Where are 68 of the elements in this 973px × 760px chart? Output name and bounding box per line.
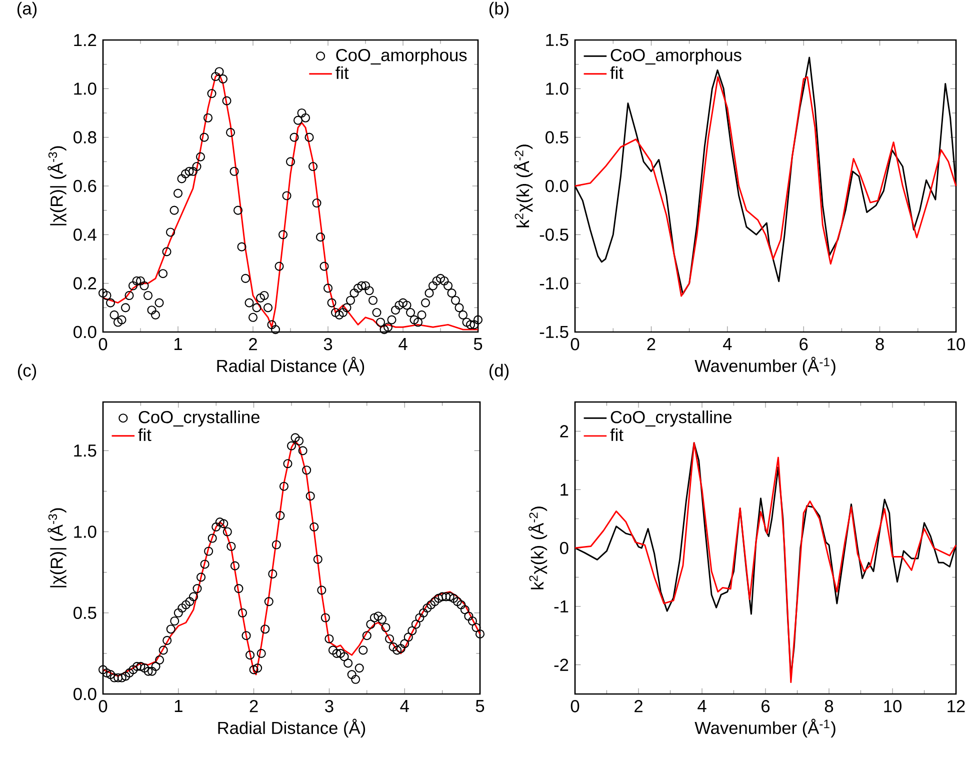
chart-title: (b) xyxy=(489,2,509,18)
x-tick-label: 1 xyxy=(174,700,182,712)
y-tick-label: 0.8 xyxy=(74,131,96,144)
y-tick-label: -2 xyxy=(554,658,568,671)
y-axis-title: k$^{2}$χ(k) (Å$^{-2}$) xyxy=(514,144,533,228)
y-tick-label: 1.0 xyxy=(74,526,96,538)
legend-label: CoO_crystalline xyxy=(138,410,260,427)
y-tick-label: 1.0 xyxy=(74,82,96,95)
x-tick-label: 0 xyxy=(570,700,580,712)
x-tick-label: 4 xyxy=(400,700,409,712)
x-tick-label: 2 xyxy=(250,700,258,712)
legend-label: CoO_amorphous xyxy=(610,48,742,65)
x-tick-label: 2 xyxy=(647,338,656,350)
y-tick-label: 0.0 xyxy=(74,688,96,700)
y-tick-label: 2 xyxy=(560,425,568,438)
y-tick-label: 1.0 xyxy=(546,82,568,95)
y-tick-label: 1.5 xyxy=(74,444,96,457)
y-axis-title: k$^{2}$χ(k) (Å$^{-2}$) xyxy=(528,506,548,590)
y-tick-label: -1 xyxy=(554,600,568,612)
legend-label: fit xyxy=(138,428,152,442)
x-tick-label: 6 xyxy=(800,338,808,350)
x-axis-title: Wavenumber (Å$^{-1}$) xyxy=(694,718,836,738)
y-tick-label: 0.0 xyxy=(546,180,568,192)
x-tick-label: 0 xyxy=(98,338,108,350)
y-tick-label: -1.0 xyxy=(540,277,568,290)
y-tick-label: 0.5 xyxy=(546,131,568,144)
legend-label: fit xyxy=(610,66,624,80)
x-axis-title: Wavenumber (Å$^{-1}$) xyxy=(694,356,836,376)
y-tick-label: -0.5 xyxy=(540,228,568,241)
x-tick-label: 8 xyxy=(824,700,834,712)
chart-title: (d) xyxy=(489,364,509,380)
x-tick-label: 4 xyxy=(398,338,408,350)
y-tick-label: 0.2 xyxy=(74,277,96,290)
legend-label: CoO_amorphous xyxy=(336,48,467,65)
x-tick-label: 6 xyxy=(762,700,770,712)
x-tick-label: 4 xyxy=(722,338,732,350)
x-tick-label: 3 xyxy=(325,700,334,712)
x-tick-label: 3 xyxy=(324,338,332,350)
y-axis-title: |χ(R)| (Å$^{-3}$) xyxy=(48,508,66,588)
legend-label: fit xyxy=(610,428,624,442)
legend-label: fit xyxy=(336,66,349,80)
x-tick-label: 4 xyxy=(698,700,706,712)
x-tick-label: 2 xyxy=(634,700,642,712)
x-axis-title: Radial Distance (Å) xyxy=(218,718,366,738)
y-tick-label: 0 xyxy=(560,542,568,554)
x-axis-title: Radial Distance (Å) xyxy=(217,356,364,376)
legend-label: CoO_crystalline xyxy=(610,410,732,427)
x-tick-label: 10 xyxy=(948,338,965,350)
y-tick-label: -1.5 xyxy=(540,326,568,338)
y-tick-label: 0.5 xyxy=(74,606,96,620)
x-tick-label: 5 xyxy=(476,700,484,712)
x-tick-label: 2 xyxy=(249,338,257,350)
x-tick-label: 0 xyxy=(98,700,108,712)
x-tick-label: 10 xyxy=(884,700,902,712)
x-tick-label: 0 xyxy=(570,338,580,350)
chart-title: (a) xyxy=(17,2,37,18)
y-axis-title: |χ(R)| (Å$^{-3}$) xyxy=(48,146,66,226)
x-tick-label: 8 xyxy=(876,338,884,350)
y-tick-label: 1.2 xyxy=(74,34,96,46)
x-tick-label: 1 xyxy=(174,338,182,350)
x-tick-label: 12 xyxy=(948,700,965,712)
y-tick-label: 0.6 xyxy=(74,180,96,192)
y-tick-label: 0.4 xyxy=(74,228,96,241)
chart-title: (c) xyxy=(18,364,36,380)
x-tick-label: 5 xyxy=(474,338,482,350)
y-tick-label: 1.5 xyxy=(546,34,568,46)
y-tick-label: 0.0 xyxy=(74,326,96,338)
y-tick-label: 1 xyxy=(560,484,568,496)
